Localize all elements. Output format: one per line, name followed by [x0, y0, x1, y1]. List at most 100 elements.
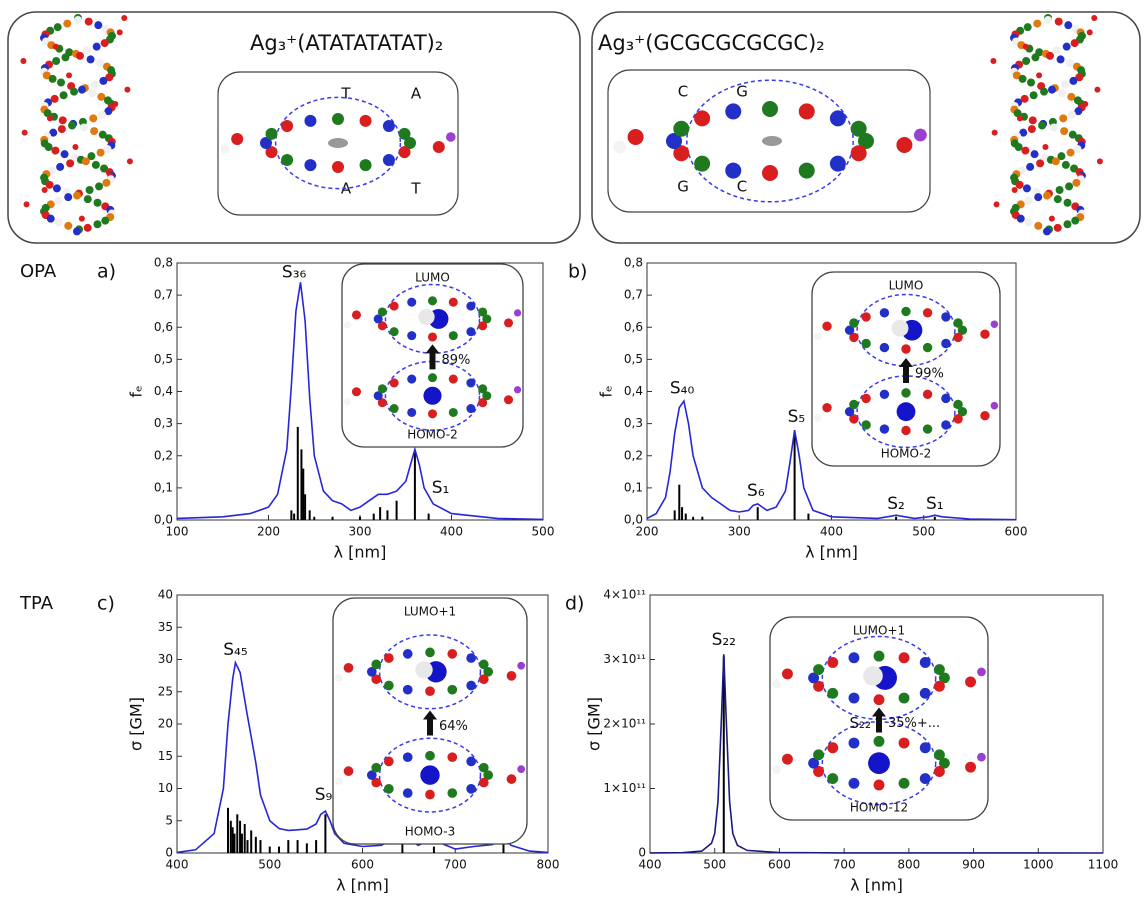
y-tick-label: 10	[158, 781, 173, 795]
atom	[46, 115, 53, 122]
structure-box	[7, 11, 581, 244]
atom	[93, 220, 102, 229]
atom	[1067, 92, 1076, 101]
atom	[425, 647, 435, 658]
atom	[861, 338, 871, 349]
atom	[1060, 80, 1069, 89]
atom	[844, 406, 855, 417]
atom	[42, 71, 51, 80]
y-tick-label: 0,1	[154, 480, 173, 494]
atom	[941, 312, 951, 322]
atom	[58, 116, 67, 125]
atom	[919, 742, 931, 754]
atom	[798, 103, 815, 120]
pair-box	[217, 71, 459, 216]
atom	[377, 384, 387, 394]
orbital-outline	[856, 375, 956, 449]
atom	[813, 766, 825, 777]
atom	[466, 404, 476, 414]
atom	[78, 215, 85, 222]
atom	[896, 137, 913, 153]
x-tick-label: 200	[257, 525, 280, 539]
atom	[980, 329, 990, 339]
atom	[21, 129, 28, 136]
atom	[613, 140, 626, 154]
atom	[382, 120, 395, 133]
atom	[448, 331, 458, 341]
atom	[101, 216, 110, 225]
atom	[343, 321, 352, 329]
x-axis-label: λ [nm]	[334, 543, 387, 562]
atom	[77, 85, 86, 94]
atom	[398, 146, 411, 159]
y-tick-label: 40	[158, 588, 173, 602]
atom	[849, 318, 859, 328]
atom	[725, 103, 742, 120]
atom	[1047, 85, 1056, 94]
atom	[407, 331, 417, 341]
atom	[95, 182, 104, 191]
atom	[383, 756, 394, 767]
orbital-label: HOMO-3	[405, 825, 456, 839]
atom	[850, 145, 867, 162]
y-tick-label: 0,1	[624, 480, 643, 494]
atom	[404, 137, 416, 149]
atom	[304, 159, 317, 172]
atom	[1064, 21, 1073, 30]
atom	[483, 666, 494, 677]
atom	[49, 128, 58, 137]
x-tick-label: 400	[440, 525, 463, 539]
atom	[116, 29, 123, 36]
atom	[95, 59, 104, 67]
orbital	[420, 765, 440, 785]
x-tick-label: 300	[349, 525, 372, 539]
y-tick-label: 0	[165, 846, 173, 860]
atom	[957, 406, 968, 417]
x-tick-label: 400	[820, 525, 843, 539]
orbital-outline	[274, 96, 402, 190]
peak-label: S₂₂	[712, 630, 736, 650]
atom	[513, 309, 522, 317]
atom	[1086, 29, 1093, 36]
atom	[52, 57, 61, 65]
atom	[873, 779, 885, 791]
atom	[84, 17, 93, 26]
atom	[808, 757, 820, 769]
atom	[52, 184, 61, 193]
atom	[83, 195, 92, 204]
atom	[849, 414, 859, 424]
atom	[466, 301, 476, 311]
atom	[371, 674, 382, 685]
atom	[848, 737, 860, 749]
y-tick-label: 30	[158, 652, 173, 666]
atom	[425, 750, 435, 761]
atom	[762, 101, 778, 117]
base-label: T	[340, 85, 351, 103]
y-tick-label: 0,7	[154, 288, 173, 302]
peak-label: S₅	[788, 407, 806, 427]
orbital	[423, 386, 442, 405]
atom	[398, 127, 411, 140]
atom	[220, 144, 230, 154]
atom	[359, 114, 372, 127]
atom	[933, 766, 945, 777]
x-tick-label: 700	[444, 858, 467, 872]
x-tick-label: 400	[639, 858, 662, 872]
atom	[1059, 114, 1068, 123]
atom	[50, 94, 59, 103]
transition-arrow	[872, 707, 886, 733]
atom	[46, 214, 55, 223]
x-tick-label: 600	[768, 858, 791, 872]
x-tick-label: 400	[166, 858, 189, 872]
atom	[813, 332, 822, 340]
atom	[383, 783, 394, 794]
atom	[1044, 16, 1052, 24]
atom	[829, 155, 846, 172]
atom	[772, 764, 781, 774]
row-label: TPA	[19, 593, 54, 614]
atom	[389, 301, 399, 311]
base-label: C	[737, 178, 747, 196]
atom	[1053, 223, 1062, 232]
atom	[666, 133, 682, 149]
